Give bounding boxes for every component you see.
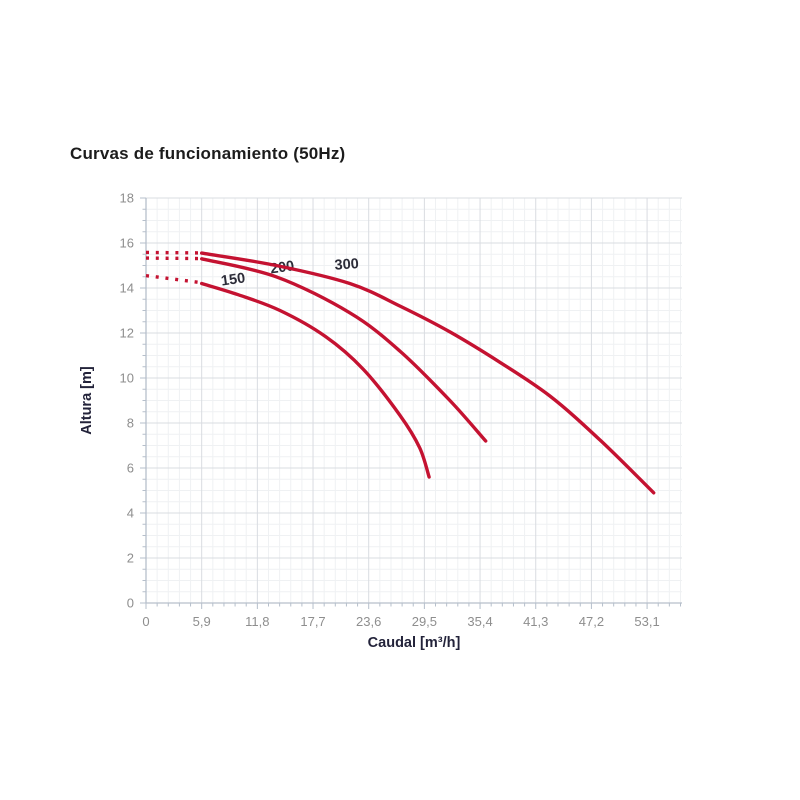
y-tick-label: 8 (127, 416, 134, 431)
curve-200 (200, 257, 488, 443)
tick-marks (140, 197, 681, 609)
x-tick-label: 23,6 (356, 614, 381, 629)
x-tick-label: 29,5 (412, 614, 437, 629)
y-tick-label: 6 (127, 461, 134, 476)
x-axis-label: Caudal [m³/h] (368, 635, 461, 651)
minor-gridlines (146, 198, 682, 603)
x-tick-label: 0 (142, 614, 149, 629)
y-tick-label: 14 (120, 281, 134, 296)
x-tick-labels: 0 5,9 11,8 17,7 23,6 29,5 35,4 41,3 47,2 53,1 (142, 614, 659, 629)
y-tick-label: 10 (120, 371, 134, 386)
curve-150 (200, 281, 431, 479)
y-tick-label: 2 (127, 551, 134, 566)
x-tick-label: 17,7 (300, 614, 325, 629)
curve-300 (200, 251, 656, 495)
y-tick-label: 4 (127, 506, 134, 521)
x-tick-label: 5,9 (193, 614, 211, 629)
chart-title: Curvas de funcionamiento (50Hz) (70, 144, 346, 163)
y-tick-labels: 0 2 4 6 8 10 12 14 16 18 (120, 191, 134, 611)
curve-label-150: 150 (220, 270, 246, 289)
x-tick-label: 53,1 (634, 614, 659, 629)
x-tick-label: 35,4 (467, 614, 492, 629)
y-tick-label: 16 (120, 236, 134, 251)
y-tick-label: 12 (120, 326, 134, 341)
x-tick-label: 47,2 (579, 614, 604, 629)
y-tick-label: 0 (127, 596, 134, 611)
y-axis-label: Altura [m] (79, 366, 95, 435)
major-gridlines (146, 197, 682, 603)
x-tick-label: 41,3 (523, 614, 548, 629)
y-tick-label: 18 (120, 191, 134, 206)
curve-label-300: 300 (334, 256, 359, 274)
x-tick-label: 11,8 (245, 614, 269, 629)
